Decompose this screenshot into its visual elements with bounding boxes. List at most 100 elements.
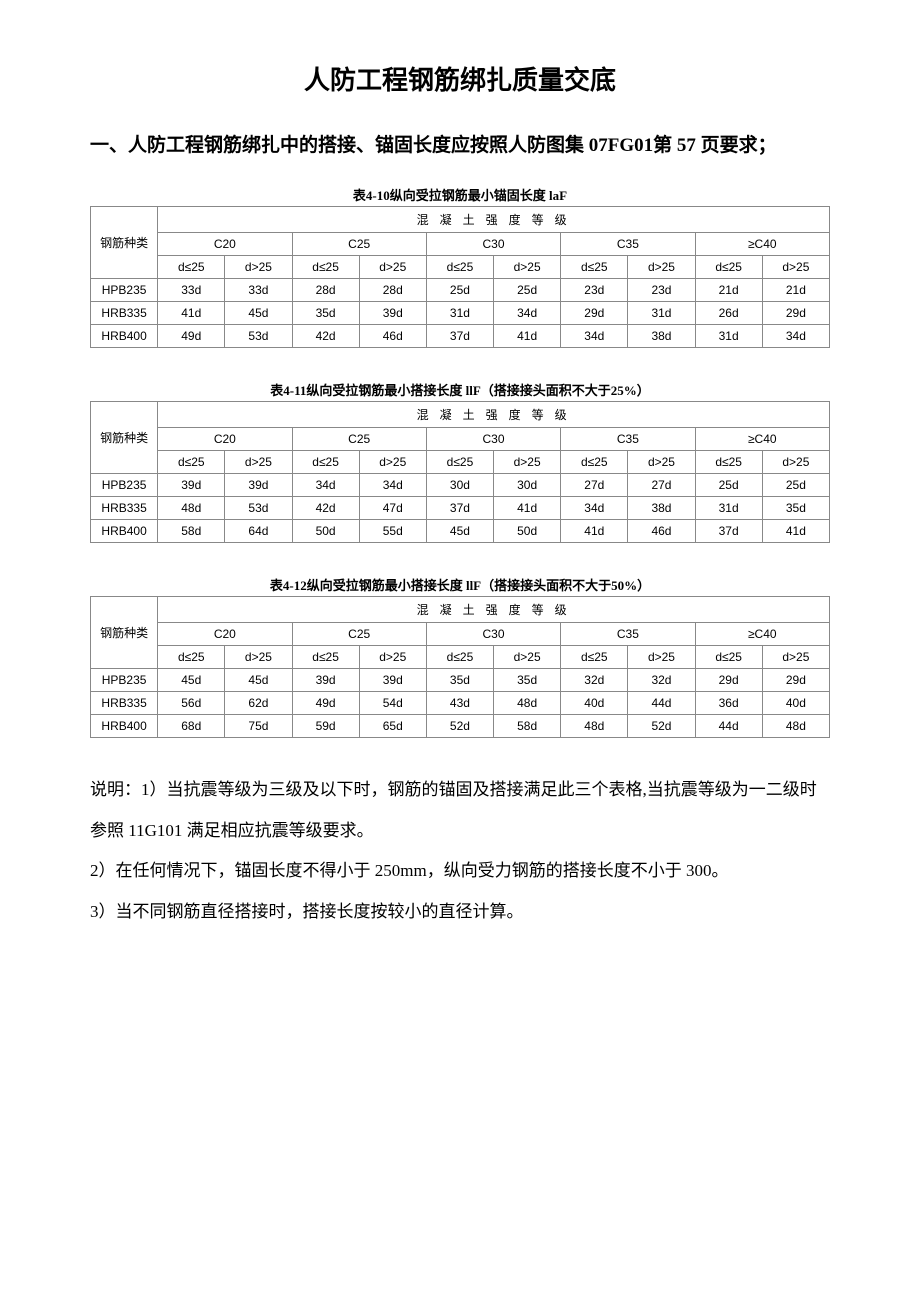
cell: 56d xyxy=(158,691,225,714)
cell: 31d xyxy=(628,301,695,324)
top-header: 混 凝 土 强 度 等 级 xyxy=(158,596,830,622)
cell: 39d xyxy=(225,473,292,496)
sub-gt: d>25 xyxy=(762,450,829,473)
cell: 54d xyxy=(359,691,426,714)
grade-c20: C20 xyxy=(158,622,292,645)
table-row: HPB235 45d45d 39d39d 35d35d 32d32d 29d29… xyxy=(91,668,830,691)
cell: 37d xyxy=(426,324,493,347)
cell: 42d xyxy=(292,496,359,519)
cell: 41d xyxy=(494,496,561,519)
table3-caption: 表4-12纵向受拉钢筋最小搭接长度 llF（搭接接头面积不大于50%） xyxy=(90,575,830,594)
sub-le: d≤25 xyxy=(292,450,359,473)
cell: 34d xyxy=(292,473,359,496)
cell: 38d xyxy=(628,324,695,347)
sub-le: d≤25 xyxy=(158,645,225,668)
cell: 45d xyxy=(225,668,292,691)
cell: 58d xyxy=(158,519,225,542)
sub-gt: d>25 xyxy=(225,255,292,278)
cell: 25d xyxy=(762,473,829,496)
section-1-heading: 一、人防工程钢筋绑扎中的搭接、锚固长度应按照人防图集 07FG01第 57 页要… xyxy=(90,125,830,167)
cell: 34d xyxy=(762,324,829,347)
notes-block: 说明：1）当抗震等级为三级及以下时，钢筋的锚固及搭接满足此三个表格,当抗震等级为… xyxy=(90,770,830,933)
cell: 34d xyxy=(561,496,628,519)
cell: 35d xyxy=(494,668,561,691)
cell: 29d xyxy=(762,301,829,324)
top-header: 混 凝 土 强 度 等 级 xyxy=(158,401,830,427)
cell: 45d xyxy=(225,301,292,324)
cell: 52d xyxy=(426,714,493,737)
cell: 39d xyxy=(359,668,426,691)
grade-c35: C35 xyxy=(561,232,695,255)
grade-c25: C25 xyxy=(292,427,426,450)
row-header-label: 钢筋种类 xyxy=(91,401,158,473)
sub-le: d≤25 xyxy=(426,255,493,278)
cell: 37d xyxy=(695,519,762,542)
cell: 40d xyxy=(561,691,628,714)
cell: 31d xyxy=(695,324,762,347)
cell: 58d xyxy=(494,714,561,737)
cell: 34d xyxy=(359,473,426,496)
cell: 25d xyxy=(426,278,493,301)
sub-le: d≤25 xyxy=(561,255,628,278)
cell: 29d xyxy=(561,301,628,324)
sub-le: d≤25 xyxy=(561,450,628,473)
sub-gt: d>25 xyxy=(225,645,292,668)
cell: 48d xyxy=(158,496,225,519)
cell: 36d xyxy=(695,691,762,714)
cell: 37d xyxy=(426,496,493,519)
grade-c35: C35 xyxy=(561,622,695,645)
sub-le: d≤25 xyxy=(426,645,493,668)
top-header: 混 凝 土 强 度 等 级 xyxy=(158,206,830,232)
rebar-type: HPB235 xyxy=(91,473,158,496)
cell: 49d xyxy=(158,324,225,347)
rebar-type: HRB400 xyxy=(91,714,158,737)
sub-gt: d>25 xyxy=(494,645,561,668)
cell: 39d xyxy=(158,473,225,496)
cell: 35d xyxy=(292,301,359,324)
sub-le: d≤25 xyxy=(158,255,225,278)
sub-le: d≤25 xyxy=(426,450,493,473)
cell: 27d xyxy=(628,473,695,496)
rebar-type: HPB235 xyxy=(91,278,158,301)
cell: 55d xyxy=(359,519,426,542)
sub-gt: d>25 xyxy=(762,645,829,668)
rebar-type: HRB400 xyxy=(91,519,158,542)
cell: 48d xyxy=(762,714,829,737)
cell: 23d xyxy=(628,278,695,301)
sub-gt: d>25 xyxy=(359,255,426,278)
grade-c40: ≥C40 xyxy=(695,427,829,450)
cell: 48d xyxy=(561,714,628,737)
cell: 28d xyxy=(292,278,359,301)
sub-gt: d>25 xyxy=(359,450,426,473)
sub-gt: d>25 xyxy=(494,255,561,278)
cell: 27d xyxy=(561,473,628,496)
grade-c30: C30 xyxy=(426,232,560,255)
cell: 53d xyxy=(225,324,292,347)
cell: 47d xyxy=(359,496,426,519)
cell: 45d xyxy=(426,519,493,542)
cell: 49d xyxy=(292,691,359,714)
cell: 40d xyxy=(762,691,829,714)
cell: 68d xyxy=(158,714,225,737)
table-row: HPB235 33d33d 28d28d 25d25d 23d23d 21d21… xyxy=(91,278,830,301)
cell: 28d xyxy=(359,278,426,301)
cell: 75d xyxy=(225,714,292,737)
cell: 32d xyxy=(561,668,628,691)
sub-le: d≤25 xyxy=(158,450,225,473)
row-header-label: 钢筋种类 xyxy=(91,596,158,668)
sub-le: d≤25 xyxy=(561,645,628,668)
cell: 30d xyxy=(426,473,493,496)
sub-le: d≤25 xyxy=(695,255,762,278)
sub-gt: d>25 xyxy=(628,255,695,278)
cell: 48d xyxy=(494,691,561,714)
cell: 30d xyxy=(494,473,561,496)
table2-caption: 表4-11纵向受拉钢筋最小搭接长度 llF（搭接接头面积不大于25%） xyxy=(90,380,830,399)
cell: 38d xyxy=(628,496,695,519)
cell: 41d xyxy=(762,519,829,542)
cell: 35d xyxy=(762,496,829,519)
note-2: 2）在任何情况下，锚固长度不得小于 250mm，纵向受力钢筋的搭接长度不小于 3… xyxy=(90,851,830,892)
table-2: 钢筋种类 混 凝 土 强 度 等 级 C20 C25 C30 C35 ≥C40 … xyxy=(90,401,830,543)
cell: 39d xyxy=(292,668,359,691)
cell: 46d xyxy=(359,324,426,347)
rebar-type: HRB335 xyxy=(91,691,158,714)
